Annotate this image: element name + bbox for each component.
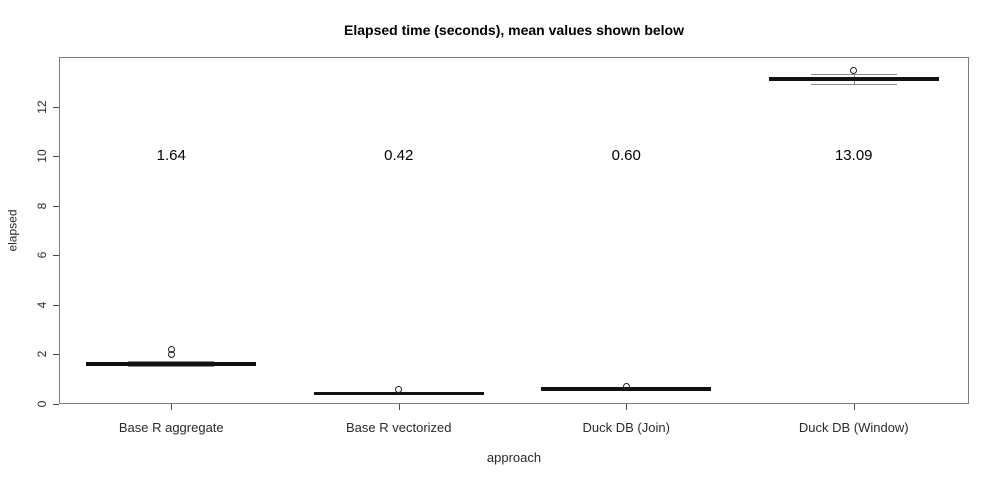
x-tick-mark [171,404,173,410]
mean-value-label: 0.60 [611,147,641,164]
y-tick-mark [53,255,59,256]
lower-whisker-line [853,81,855,85]
lower-staple [128,365,215,367]
y-tick-mark [53,354,59,355]
outlier-point [395,386,403,394]
median-line [86,362,257,366]
x-tick-label: Base R aggregate [118,420,224,435]
y-tick-label: 6 [35,251,49,259]
chart-title: Elapsed time (seconds), mean values show… [344,22,684,38]
y-tick-label: 10 [35,149,49,163]
x-axis-label: approach [486,450,542,465]
median-line [768,77,939,81]
upper-whisker-line [853,74,855,77]
mean-value-label: 1.64 [156,147,186,164]
x-tick-label: Base R vectorized [346,420,452,435]
y-tick-label: 4 [35,301,49,308]
x-tick-mark [853,404,855,410]
y-tick-label: 0 [35,400,49,407]
y-tick-mark [53,304,59,306]
y-tick-mark [53,156,59,157]
outlier-point [167,345,175,353]
x-tick-mark [626,404,628,410]
y-tick-mark [53,403,59,405]
outlier-point [850,66,858,74]
y-tick-label: 12 [35,99,49,114]
y-tick-label: 8 [35,202,49,209]
plot-area [59,57,969,404]
x-tick-mark [398,404,400,410]
median-line [313,391,484,396]
upper-staple [128,361,215,363]
x-tick-label: Duck DB (Window) [798,420,909,435]
upper-staple [810,74,897,76]
mean-value-label: 13.09 [834,147,873,164]
outlier-point [622,382,630,390]
y-axis-label: elapsed [5,209,20,252]
y-tick-mark [53,205,59,207]
x-tick-label: Duck DB (Join) [582,420,670,435]
y-tick-mark [53,106,59,108]
lower-staple [810,84,897,86]
mean-value-label: 0.42 [384,147,414,164]
y-tick-label: 2 [35,350,49,358]
